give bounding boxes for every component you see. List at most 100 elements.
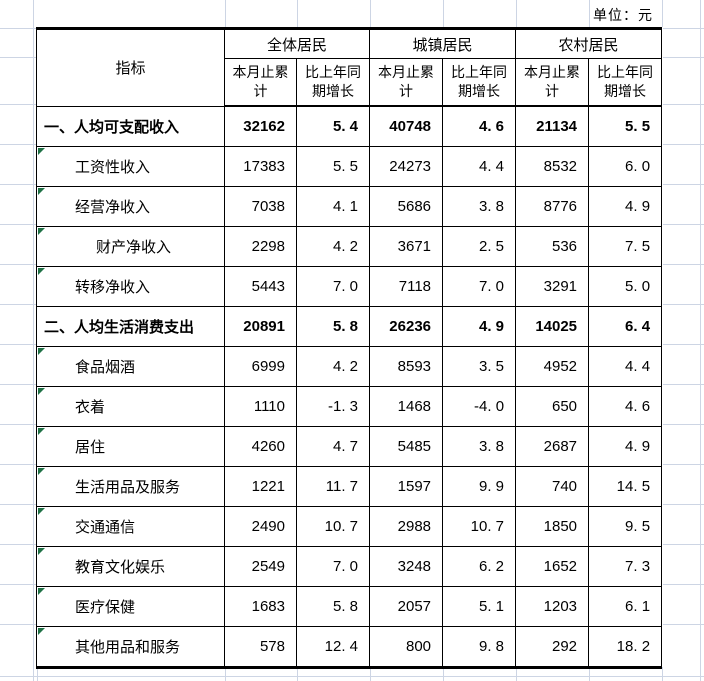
- value-cell[interactable]: 9. 9: [442, 466, 517, 507]
- value-cell[interactable]: 4952: [515, 346, 590, 387]
- value-cell[interactable]: 20891: [224, 306, 297, 347]
- value-cell[interactable]: -1. 3: [295, 386, 371, 427]
- value-cell[interactable]: 17383: [224, 146, 297, 187]
- indicator-cell[interactable]: 食品烟酒: [36, 346, 225, 387]
- indicator-cell[interactable]: 生活用品及服务: [36, 466, 225, 507]
- header-cumulative-all[interactable]: 本月止累计: [224, 58, 297, 107]
- value-cell[interactable]: 5. 8: [295, 306, 371, 347]
- value-cell[interactable]: 6. 0: [588, 146, 663, 187]
- value-cell[interactable]: 11. 7: [295, 466, 371, 507]
- value-cell[interactable]: 1850: [515, 506, 590, 547]
- value-cell[interactable]: 5. 0: [588, 266, 663, 307]
- value-cell[interactable]: 6. 2: [442, 546, 517, 587]
- value-cell[interactable]: 32162: [224, 105, 297, 147]
- value-cell[interactable]: 7. 3: [588, 546, 663, 587]
- value-cell[interactable]: 3248: [369, 546, 444, 587]
- value-cell[interactable]: 4. 7: [295, 426, 371, 467]
- value-cell[interactable]: -4. 0: [442, 386, 517, 427]
- value-cell[interactable]: 2057: [369, 586, 444, 627]
- value-cell[interactable]: 4260: [224, 426, 297, 467]
- value-cell[interactable]: 2490: [224, 506, 297, 547]
- value-cell[interactable]: 1652: [515, 546, 590, 587]
- indicator-cell[interactable]: 财产净收入: [36, 226, 225, 267]
- value-cell[interactable]: 5686: [369, 186, 444, 227]
- value-cell[interactable]: 4. 9: [442, 306, 517, 347]
- value-cell[interactable]: 8593: [369, 346, 444, 387]
- value-cell[interactable]: 3. 8: [442, 426, 517, 467]
- value-cell[interactable]: 3671: [369, 226, 444, 267]
- indicator-cell[interactable]: 转移净收入: [36, 266, 225, 307]
- value-cell[interactable]: 4. 4: [442, 146, 517, 187]
- value-cell[interactable]: 18. 2: [588, 626, 663, 668]
- value-cell[interactable]: 5. 5: [588, 105, 663, 147]
- header-indicator-cell[interactable]: 指标: [36, 28, 225, 107]
- value-cell[interactable]: 6999: [224, 346, 297, 387]
- value-cell[interactable]: 4. 9: [588, 186, 663, 227]
- header-group-urban-residents[interactable]: 城镇居民: [369, 28, 517, 59]
- value-cell[interactable]: 292: [515, 626, 590, 668]
- value-cell[interactable]: 14. 5: [588, 466, 663, 507]
- value-cell[interactable]: 7118: [369, 266, 444, 307]
- unit-label-cell[interactable]: 单位：元: [593, 7, 653, 23]
- value-cell[interactable]: 1597: [369, 466, 444, 507]
- value-cell[interactable]: 4. 4: [588, 346, 663, 387]
- value-cell[interactable]: 5443: [224, 266, 297, 307]
- value-cell[interactable]: 2298: [224, 226, 297, 267]
- value-cell[interactable]: 3. 8: [442, 186, 517, 227]
- value-cell[interactable]: 8532: [515, 146, 590, 187]
- value-cell[interactable]: 1203: [515, 586, 590, 627]
- value-cell[interactable]: 3291: [515, 266, 590, 307]
- value-cell[interactable]: 1110: [224, 386, 297, 427]
- value-cell[interactable]: 12. 4: [295, 626, 371, 668]
- value-cell[interactable]: 9. 5: [588, 506, 663, 547]
- value-cell[interactable]: 4. 6: [588, 386, 663, 427]
- header-cumulative-rural[interactable]: 本月止累计: [515, 58, 590, 107]
- value-cell[interactable]: 2549: [224, 546, 297, 587]
- value-cell[interactable]: 2687: [515, 426, 590, 467]
- value-cell[interactable]: 9. 8: [442, 626, 517, 668]
- value-cell[interactable]: 1468: [369, 386, 444, 427]
- value-cell[interactable]: 6. 1: [588, 586, 663, 627]
- header-cumulative-urban[interactable]: 本月止累计: [369, 58, 444, 107]
- value-cell[interactable]: 7. 0: [295, 546, 371, 587]
- value-cell[interactable]: 7. 5: [588, 226, 663, 267]
- value-cell[interactable]: 14025: [515, 306, 590, 347]
- value-cell[interactable]: 7. 0: [442, 266, 517, 307]
- value-cell[interactable]: 650: [515, 386, 590, 427]
- value-cell[interactable]: 5. 8: [295, 586, 371, 627]
- value-cell[interactable]: 3. 5: [442, 346, 517, 387]
- header-group-all-residents[interactable]: 全体居民: [223, 28, 371, 59]
- value-cell[interactable]: 4. 1: [295, 186, 371, 227]
- value-cell[interactable]: 8776: [515, 186, 590, 227]
- header-growth-rural[interactable]: 比上年同期增长: [588, 58, 663, 107]
- value-cell[interactable]: 800: [369, 626, 444, 668]
- indicator-cell[interactable]: 医疗保健: [36, 586, 225, 627]
- value-cell[interactable]: 1683: [224, 586, 297, 627]
- value-cell[interactable]: 6. 4: [588, 306, 663, 347]
- indicator-cell[interactable]: 交通通信: [36, 506, 225, 547]
- indicator-cell[interactable]: 其他用品和服务: [36, 626, 225, 668]
- value-cell[interactable]: 536: [515, 226, 590, 267]
- value-cell[interactable]: 2. 5: [442, 226, 517, 267]
- value-cell[interactable]: 21134: [515, 105, 590, 147]
- value-cell[interactable]: 740: [515, 466, 590, 507]
- header-growth-all[interactable]: 比上年同期增长: [295, 58, 371, 107]
- value-cell[interactable]: 5. 1: [442, 586, 517, 627]
- header-growth-urban[interactable]: 比上年同期增长: [442, 58, 517, 107]
- indicator-cell[interactable]: 一、人均可支配收入: [36, 105, 225, 147]
- indicator-cell[interactable]: 教育文化娱乐: [36, 546, 225, 587]
- value-cell[interactable]: 2988: [369, 506, 444, 547]
- value-cell[interactable]: 10. 7: [442, 506, 517, 547]
- indicator-cell[interactable]: 经营净收入: [36, 186, 225, 227]
- value-cell[interactable]: 7. 0: [295, 266, 371, 307]
- indicator-cell[interactable]: 衣着: [36, 386, 225, 427]
- value-cell[interactable]: 4. 9: [588, 426, 663, 467]
- value-cell[interactable]: 26236: [369, 306, 444, 347]
- value-cell[interactable]: 578: [224, 626, 297, 668]
- value-cell[interactable]: 1221: [224, 466, 297, 507]
- indicator-cell[interactable]: 工资性收入: [36, 146, 225, 187]
- value-cell[interactable]: 7038: [224, 186, 297, 227]
- value-cell[interactable]: 4. 6: [442, 105, 517, 147]
- value-cell[interactable]: 24273: [369, 146, 444, 187]
- indicator-cell[interactable]: 居住: [36, 426, 225, 467]
